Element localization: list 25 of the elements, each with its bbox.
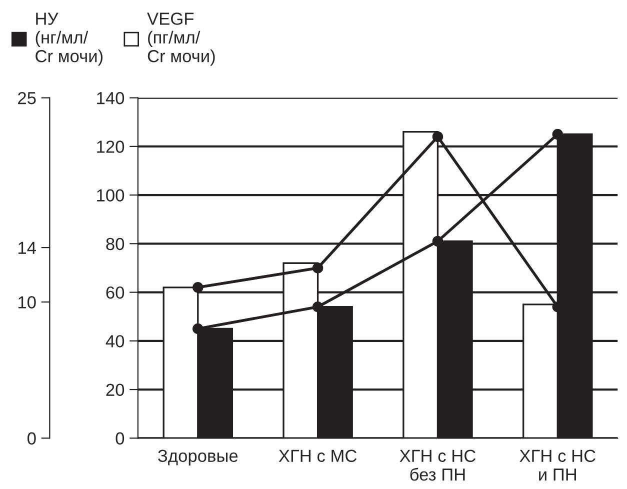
point <box>552 128 564 140</box>
y2-tick-label: 25 <box>18 92 36 104</box>
x-tick-label: ХГН с НС и ПН <box>520 450 596 481</box>
y2-tick-label: 10 <box>18 296 36 308</box>
x-tick-label: Здоровые <box>158 450 238 466</box>
y-tick-label: 140 <box>97 92 124 104</box>
y2-tick-label: 14 <box>18 242 36 254</box>
y-tick-label: 120 <box>97 140 124 153</box>
y-tick-label: 60 <box>106 286 124 299</box>
x-tick-label: ХГН с МС <box>278 450 357 462</box>
point <box>192 282 204 293</box>
point <box>192 323 204 334</box>
y-tick-label: 40 <box>106 335 124 348</box>
point <box>312 301 324 312</box>
x-tick-label: ХГН с НС без ПН <box>400 450 476 481</box>
y-tick-label: 20 <box>106 384 124 396</box>
y-tick-label: 100 <box>97 189 124 202</box>
point <box>432 236 444 247</box>
legend-label: НУ (нг/мл/ Cr мочи) <box>36 12 103 66</box>
legend-label: VEGF (пг/мл/ Cr мочи) <box>147 12 215 66</box>
y2-tick-label: 0 <box>28 432 36 445</box>
point <box>312 262 324 274</box>
point <box>432 131 444 142</box>
y-tick-label: 0 <box>116 432 124 445</box>
y-tick-label: 80 <box>106 238 124 250</box>
